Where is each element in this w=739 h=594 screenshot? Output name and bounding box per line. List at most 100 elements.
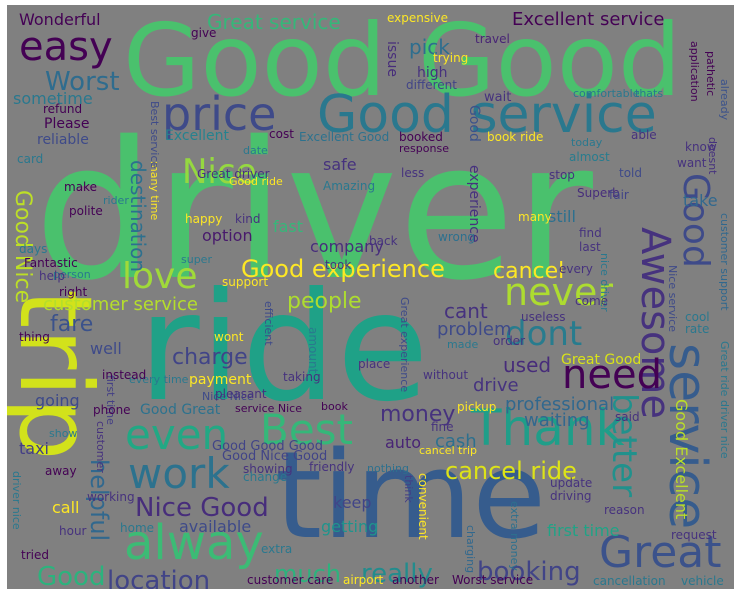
word: service Nice [235, 402, 302, 415]
word: taxi [19, 439, 49, 458]
word: today [571, 136, 603, 149]
word: Best service [148, 101, 161, 169]
word: call [52, 498, 80, 517]
word: cancel ride [445, 457, 577, 485]
word: took [325, 258, 352, 272]
word: driver nice [10, 471, 23, 530]
word: even [125, 410, 229, 459]
word: know [685, 140, 717, 154]
word: never [504, 270, 613, 314]
word: showing [243, 462, 293, 476]
word: Good ride [229, 175, 283, 188]
word: auto [385, 433, 422, 452]
word: alway [124, 515, 264, 571]
word: stop [549, 168, 575, 182]
word: nothing [367, 462, 409, 475]
word: rider [103, 194, 129, 207]
word: Good Good [123, 5, 682, 119]
word: taking [283, 370, 321, 384]
word: love [122, 256, 198, 297]
word: think [402, 475, 415, 503]
word: first time [104, 375, 117, 425]
word: Superb [577, 186, 620, 200]
word: find [579, 226, 602, 240]
word: trying [433, 51, 469, 65]
word: Excellent [165, 128, 229, 144]
word: Good service [317, 85, 657, 145]
word: made [447, 338, 479, 351]
word: available [179, 517, 252, 536]
word: polite [69, 204, 103, 218]
word: doesnt [706, 137, 719, 175]
word: high [417, 65, 448, 81]
word: wrong [438, 230, 476, 244]
word: customer [94, 421, 107, 473]
word: take [683, 191, 718, 210]
word: refund [43, 102, 83, 116]
word: Good Excellent [672, 399, 691, 520]
word: super [181, 253, 212, 266]
word: location [107, 566, 211, 589]
word: instead [102, 368, 147, 382]
word: fair [609, 188, 629, 202]
word: last [579, 240, 601, 254]
word: charging [464, 525, 477, 574]
word: cant [444, 299, 488, 323]
word: fast [273, 217, 304, 236]
word: hour [59, 524, 87, 538]
word: able [631, 128, 657, 142]
word: service [657, 343, 717, 530]
word: help [39, 269, 65, 283]
word: Please [44, 116, 90, 132]
word: cancel trip [419, 444, 478, 457]
word: without [423, 368, 469, 382]
word: customer support [718, 213, 731, 311]
word: charge [172, 345, 248, 370]
word: booking [477, 557, 581, 587]
word: working [87, 490, 135, 504]
word: helpful [85, 459, 113, 542]
word: option [202, 226, 253, 245]
word: kind [235, 212, 261, 226]
word: cancellation [593, 574, 666, 588]
word: airport [343, 573, 384, 587]
word: customer service [43, 294, 198, 315]
word: trip [7, 289, 114, 461]
word: fine [431, 420, 454, 434]
word-cloud: driver ride time Good Good trip Good ser… [7, 5, 734, 589]
word: Best [260, 405, 354, 454]
word: Amazing [323, 179, 376, 193]
word: Good experience [241, 255, 445, 283]
word: application [688, 41, 701, 102]
word: change [243, 470, 288, 484]
word: used [503, 353, 552, 377]
word: order [493, 334, 525, 348]
word: Awesome [632, 227, 678, 419]
word: home [120, 521, 155, 535]
word: different [406, 78, 457, 92]
word: better [604, 393, 644, 498]
word: Worst service [452, 573, 534, 587]
word: date [243, 144, 268, 157]
word: tried [21, 548, 49, 562]
word: experience [466, 165, 482, 243]
word: Good Good Good [212, 439, 323, 454]
word: money [380, 402, 456, 427]
word: Great driver [197, 167, 270, 181]
word: much [274, 560, 341, 588]
word: Good [466, 105, 482, 142]
word: Thank [471, 399, 625, 457]
word: already [718, 79, 731, 121]
word: issue [384, 41, 400, 77]
word: extra money [508, 501, 521, 571]
word: going [35, 391, 80, 410]
word: people [287, 289, 362, 314]
word: Great service [207, 10, 341, 34]
word: Nice Nice [202, 390, 254, 403]
word: back [369, 234, 398, 248]
word: want [677, 156, 707, 170]
word: wait [484, 90, 512, 105]
word: vehicle [681, 574, 724, 588]
word: keep [333, 493, 372, 512]
word: Fantastic [24, 256, 78, 270]
